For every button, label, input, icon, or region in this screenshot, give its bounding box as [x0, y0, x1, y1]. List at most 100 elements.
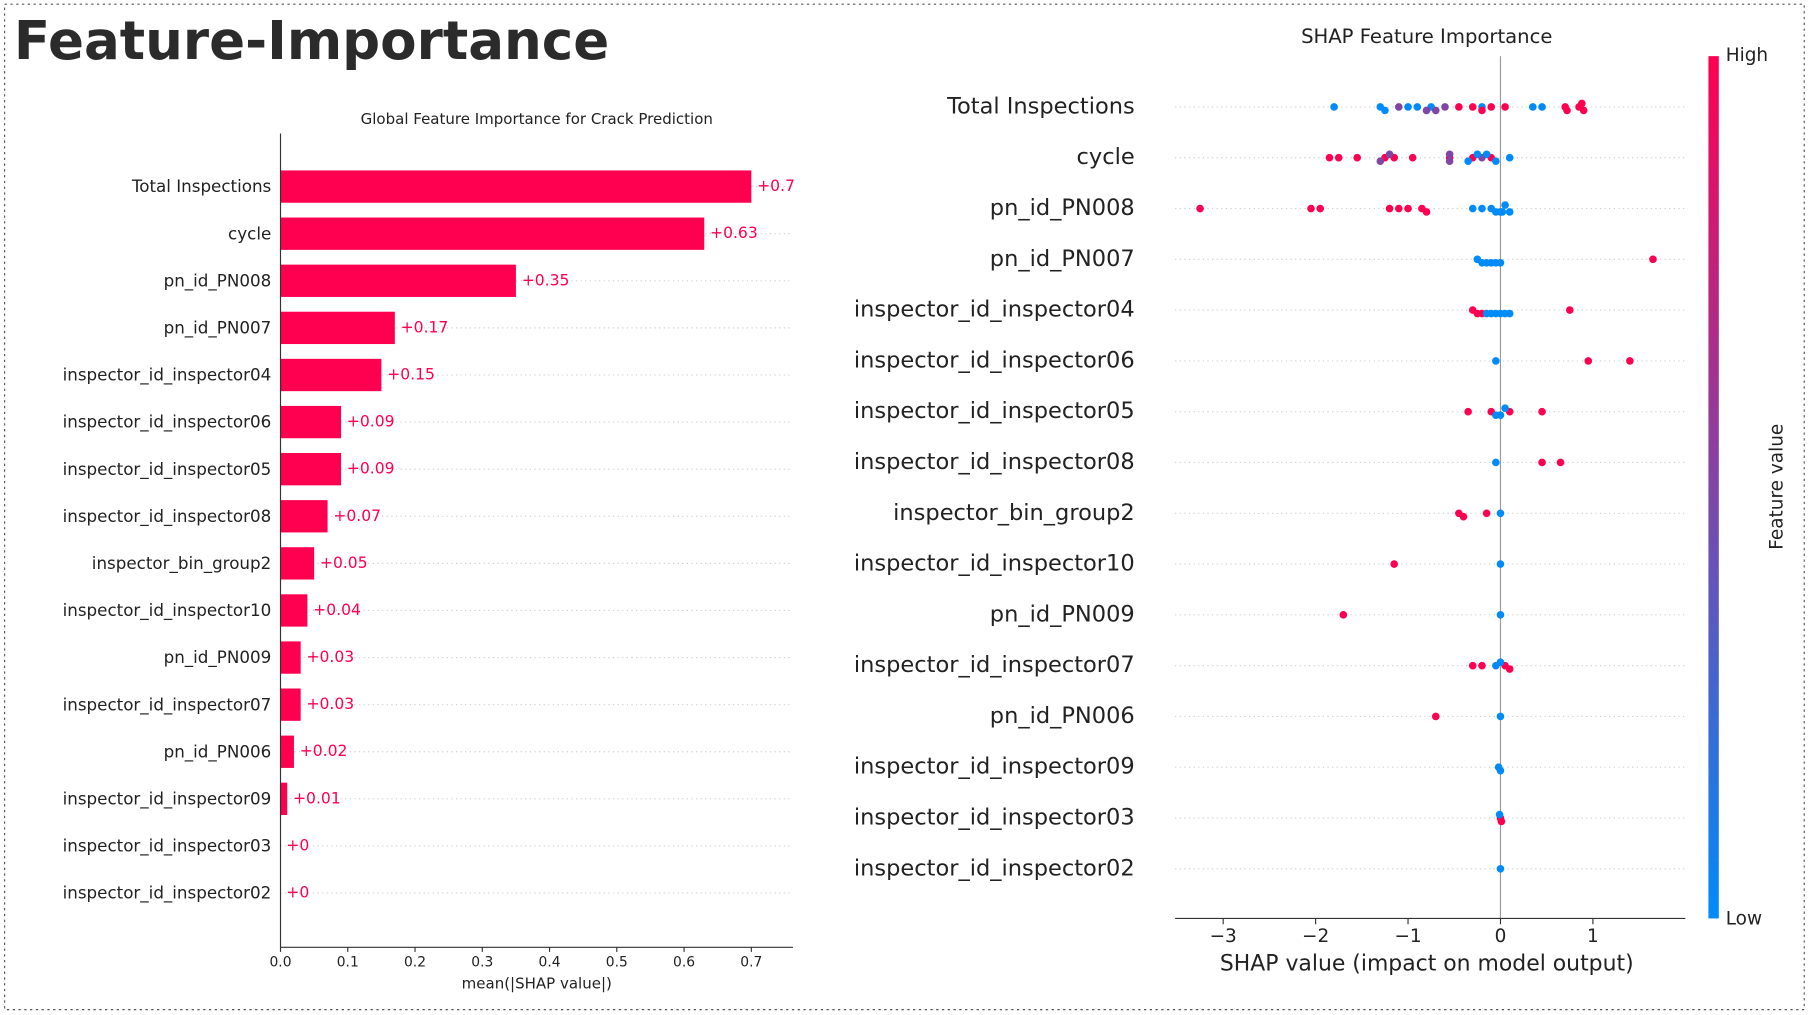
shap-point: [1538, 103, 1546, 111]
x-tick-label: 0: [1495, 926, 1507, 947]
value-label: +0.05: [320, 554, 368, 572]
x-tick-label: 0.6: [673, 954, 695, 970]
shap-point: [1445, 157, 1454, 166]
y-tick-label: inspector_id_inspector04: [63, 365, 272, 386]
bar: [280, 688, 301, 721]
shap-point: [1626, 357, 1634, 365]
shap-point: [1578, 99, 1586, 108]
shap-point: [1492, 458, 1500, 467]
bar: [280, 735, 294, 768]
shap-point: [1468, 204, 1477, 213]
shap-point: [1334, 153, 1343, 162]
bar: [280, 547, 315, 580]
shap-point: [1422, 106, 1431, 115]
shap-point: [1404, 204, 1412, 213]
colorbar: [1708, 56, 1719, 919]
shap-point: [1482, 509, 1491, 518]
value-label: +0.01: [293, 789, 341, 807]
value-label: +0.09: [347, 460, 395, 478]
y-tick-label: cycle: [228, 223, 271, 243]
shap-point: [1459, 512, 1468, 521]
shap-point: [1505, 665, 1514, 673]
shap-point: [1464, 157, 1472, 166]
y-tick-label: pn_id_PN006: [164, 741, 272, 762]
bar: [280, 264, 516, 297]
shap-point: [1381, 106, 1389, 115]
y-tick-label: inspector_id_inspector08: [854, 449, 1135, 475]
bar: [280, 170, 752, 203]
shap-point: [1445, 150, 1454, 159]
x-tick-label: 0.2: [404, 954, 426, 970]
x-tick-label: 0.4: [539, 954, 561, 970]
shap-point: [1579, 106, 1588, 115]
shap-point: [1478, 106, 1486, 115]
colorbar-label: Feature value: [1767, 424, 1788, 550]
y-tick-label: inspector_id_inspector09: [63, 789, 272, 810]
y-tick-label: Total Inspections: [131, 176, 271, 196]
shap-point: [1431, 712, 1440, 721]
shap-point: [1385, 150, 1394, 159]
shap-point: [1501, 404, 1509, 413]
value-label: +0.09: [347, 413, 395, 431]
x-tick-label: −2: [1302, 926, 1329, 947]
x-tick-label: 0.5: [606, 954, 628, 970]
y-tick-label: inspector_id_inspector07: [854, 652, 1135, 678]
shap-point: [1497, 817, 1506, 826]
bar: [280, 641, 301, 674]
value-label: +0.03: [306, 648, 354, 666]
chart-title: SHAP Feature Importance: [1301, 25, 1552, 48]
shap-point: [1408, 153, 1417, 162]
y-tick-label: inspector_id_inspector09: [854, 754, 1135, 780]
shap-point: [1404, 103, 1412, 111]
shap-point: [1316, 204, 1325, 213]
y-tick-label: inspector_id_inspector03: [854, 805, 1135, 831]
y-tick-label: inspector_id_inspector06: [63, 412, 272, 433]
shap-point: [1478, 661, 1486, 670]
shap-point: [1307, 204, 1315, 213]
x-tick-label: 0.1: [337, 954, 359, 970]
shap-point: [1385, 204, 1394, 213]
value-label: +0.04: [313, 601, 361, 619]
shap-point: [1478, 204, 1486, 213]
y-tick-label: inspector_bin_group2: [92, 553, 271, 574]
y-tick-label: inspector_id_inspector08: [63, 506, 272, 527]
shap-point: [1482, 150, 1491, 159]
shap-point: [1496, 658, 1505, 666]
shap-point: [1529, 103, 1537, 111]
shap-point: [1492, 357, 1500, 365]
value-label: +0.35: [522, 271, 570, 289]
colorbar-low: Low: [1726, 909, 1762, 930]
x-tick-label: 1: [1587, 926, 1599, 947]
shap-point: [1431, 106, 1440, 115]
bar: [280, 453, 342, 486]
shap-point: [1505, 208, 1514, 216]
shap-point: [1464, 407, 1472, 416]
shap-point: [1492, 157, 1500, 166]
shap-point: [1496, 712, 1505, 721]
shap-point: [1390, 560, 1398, 568]
shap-point: [1584, 357, 1593, 365]
shap-point: [1538, 458, 1546, 467]
y-tick-label: inspector_id_inspector07: [63, 694, 272, 715]
value-label: +0: [286, 836, 309, 854]
shap-point: [1649, 255, 1657, 264]
bar: [280, 594, 308, 627]
y-tick-label: pn_id_PN008: [990, 195, 1135, 221]
x-axis-label: SHAP value (impact on model output): [1220, 952, 1634, 977]
x-tick-label: 0.7: [740, 954, 762, 970]
shap-point: [1498, 208, 1507, 216]
page-title: Feature-Importance: [14, 10, 609, 72]
shap-point: [1565, 306, 1574, 314]
value-label: +0.03: [306, 695, 354, 713]
x-tick-label: −3: [1210, 926, 1237, 947]
shap-point: [1538, 407, 1546, 416]
value-label: +0.63: [710, 224, 758, 242]
y-tick-label: inspector_bin_group2: [893, 500, 1135, 526]
value-label: +0.07: [333, 507, 381, 525]
bar: [280, 358, 382, 392]
y-tick-label: pn_id_PN009: [990, 601, 1135, 627]
shap-point: [1441, 103, 1449, 111]
y-tick-label: inspector_id_inspector02: [63, 883, 272, 904]
y-tick-label: pn_id_PN007: [164, 318, 272, 339]
